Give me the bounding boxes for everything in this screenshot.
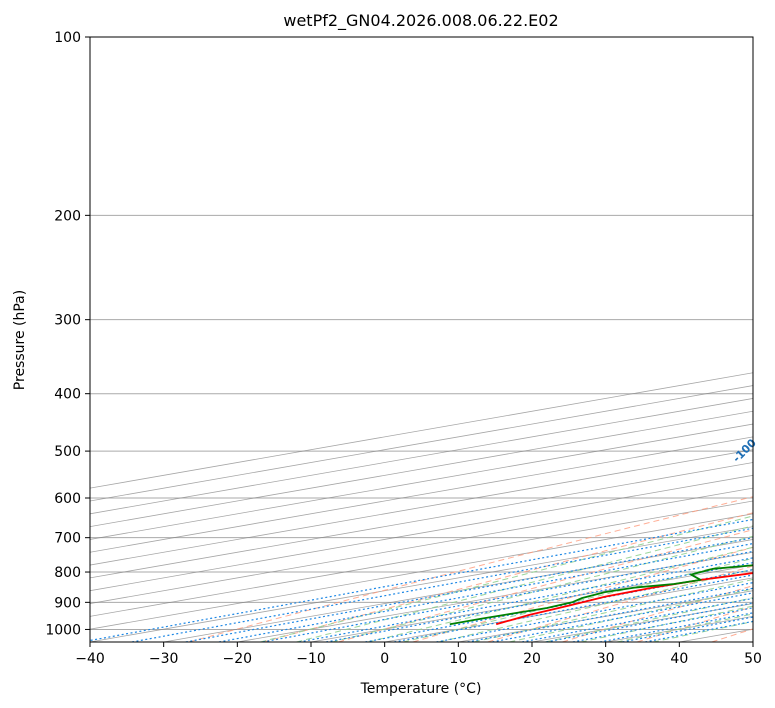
mixing-ratio-line-14 [572, 607, 753, 642]
mixing-ratio-line-0 [90, 518, 753, 642]
x-tick-label-9: 50 [744, 651, 762, 667]
x-tick-label-8: 40 [670, 651, 688, 667]
profile-lines [449, 564, 753, 626]
dewpoint-line [449, 564, 753, 626]
mixing-ratio-line-2 [185, 537, 753, 642]
mixing-ratio-line-5 [299, 557, 753, 642]
isotherm--120 [90, 423, 753, 540]
y-tick-label-8: 900 [54, 595, 81, 611]
dry-adiabat-10 [487, 565, 753, 642]
moist-adiabat-20 [544, 597, 753, 642]
isotherm--70 [90, 487, 753, 604]
x-tick-label-2: −20 [223, 651, 253, 667]
moist-adiabat--20 [260, 515, 753, 642]
isotherm-50 [752, 641, 753, 642]
y-tick-label-3: 400 [54, 387, 81, 403]
isotherm--50 [90, 513, 753, 630]
moist-adiabat-25 [580, 605, 753, 642]
isotherm--80 [90, 474, 753, 592]
y-axis-label: Pressure (hPa) [12, 290, 28, 390]
plot-frame [89, 36, 754, 643]
isotherm--130 [90, 410, 753, 528]
isotherm--150 [90, 385, 753, 502]
moist-adiabat--5 [367, 546, 753, 642]
dry-adiabat-40 [711, 628, 753, 642]
x-tick-label-7: 30 [597, 651, 615, 667]
y-tick-label-0: 100 [54, 30, 81, 46]
isotherm--30 [163, 539, 753, 642]
isotherm--40 [90, 526, 753, 642]
x-tick-label-3: −10 [296, 651, 326, 667]
background-lines [90, 37, 753, 642]
isotherm-label-0: -100 [730, 436, 759, 465]
mixing-ratio-line-12 [521, 597, 753, 642]
y-tick-label-2: 300 [54, 313, 81, 329]
isotherm--60 [90, 500, 753, 617]
axis-ticks: −40 −30 −20 −10 0 10 20 30 40 50 100 200 300 400 500 60… [45, 30, 762, 667]
moist-adiabat-0 [402, 557, 753, 642]
x-axis-label: Temperature (°C) [360, 681, 482, 697]
temperature-line [495, 572, 753, 626]
isotherm--100 [90, 449, 753, 566]
mixing-ratio-line-1 [131, 527, 753, 642]
x-tick-label-0: −40 [75, 651, 105, 667]
dry-adiabat-30 [636, 606, 753, 642]
y-tick-label-1: 200 [54, 208, 81, 224]
moist-adiabat-5 [438, 568, 753, 642]
isotherm--90 [90, 462, 753, 579]
dry-adiabat--10 [338, 529, 753, 642]
mixing-ratio-line-9 [436, 582, 753, 642]
isotherm--10 [310, 564, 753, 642]
isotherm-10 [458, 590, 753, 642]
y-tick-label-7: 800 [54, 565, 81, 581]
mixing-ratio-line-6 [325, 562, 753, 642]
isotherm-0 [384, 577, 753, 642]
mixing-ratio-line-3 [218, 542, 753, 642]
isotherm--140 [90, 398, 753, 515]
y-tick-label-5: 600 [54, 491, 81, 507]
isotherm--160 [90, 372, 753, 489]
mixing-ratio-line-11 [492, 592, 753, 642]
x-tick-label-5: 10 [449, 651, 467, 667]
x-tick-label-1: −30 [149, 651, 179, 667]
mixing-ratio-line-10 [467, 587, 753, 642]
chart-title: wetPf2_GN04.2026.008.06.22.E02 [283, 11, 558, 31]
y-tick-label-9: 1000 [45, 622, 81, 638]
isotherm-30 [605, 615, 753, 642]
dry-adiabat-0 [412, 546, 753, 642]
x-tick-label-6: 20 [523, 651, 541, 667]
moist-adiabat-35 [652, 621, 753, 642]
mixing-ratio-line-13 [546, 602, 753, 642]
dry-adiabat--30 [188, 496, 753, 642]
dry-adiabat-20 [562, 585, 753, 642]
x-tick-label-4: 0 [380, 651, 389, 667]
isotherm--110 [90, 436, 753, 553]
dry-adiabat--20 [263, 512, 753, 642]
moist-adiabat-15 [509, 588, 753, 642]
y-tick-label-4: 500 [54, 444, 81, 460]
y-tick-label-6: 700 [54, 531, 81, 547]
